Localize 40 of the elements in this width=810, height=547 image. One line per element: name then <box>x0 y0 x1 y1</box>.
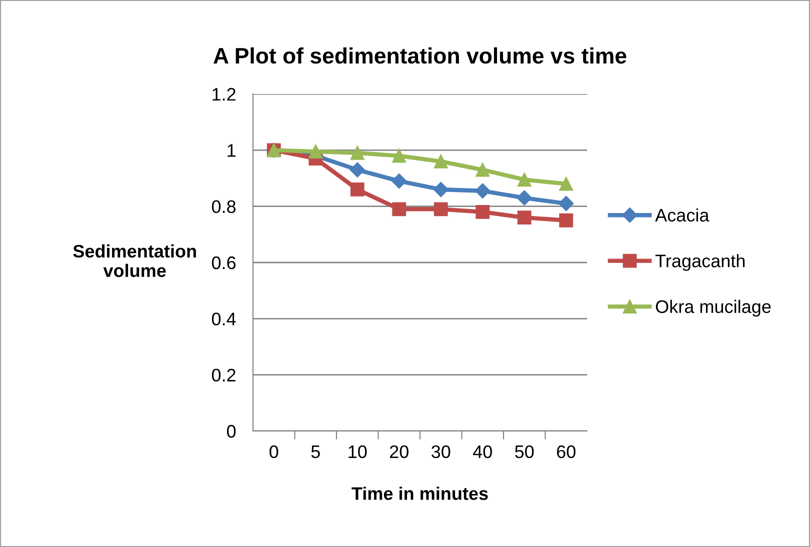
y-tick-label: 0 <box>227 424 236 438</box>
x-tick-label: 10 <box>348 445 367 458</box>
y-tick-label: 0.2 <box>212 368 236 382</box>
point <box>308 144 323 159</box>
y-tick-label: 0.4 <box>212 312 236 326</box>
legend-label: Tragacanth <box>655 254 745 271</box>
point <box>350 162 365 178</box>
legend-label: Acacia <box>655 208 710 222</box>
point <box>434 202 448 216</box>
point <box>517 210 532 225</box>
x-tick-label: 0 <box>270 445 278 458</box>
chart-title: A Plot of sedimentation volume vs time <box>214 47 626 64</box>
y-tick-label: 0.8 <box>212 200 236 214</box>
y-axis-title: Sedimentation volume <box>73 244 196 278</box>
point <box>350 146 364 160</box>
point <box>559 176 574 191</box>
y-tick-label: 1.2 <box>212 88 236 101</box>
x-tick-label: 20 <box>390 445 408 458</box>
point <box>392 148 406 163</box>
x-tick-label: 40 <box>473 445 492 458</box>
point <box>476 162 490 177</box>
point <box>392 202 406 216</box>
point <box>392 173 407 189</box>
point <box>476 205 490 219</box>
legend-label: Okra mucilage <box>656 300 771 317</box>
y-tick-label: 1 <box>228 144 236 157</box>
x-tick-label: 50 <box>515 445 534 458</box>
point <box>350 182 364 196</box>
point <box>434 154 448 168</box>
point <box>558 196 574 212</box>
point <box>475 183 490 198</box>
y-tick-label: 0.6 <box>212 256 236 270</box>
point <box>559 213 574 228</box>
x-tick-label: 5 <box>311 446 320 458</box>
x-axis-title: Time in minutes <box>352 486 488 500</box>
point <box>517 172 532 187</box>
point <box>433 182 448 198</box>
x-tick-label: 60 <box>557 445 576 458</box>
x-tick-label: 30 <box>432 445 450 458</box>
point <box>516 190 532 206</box>
